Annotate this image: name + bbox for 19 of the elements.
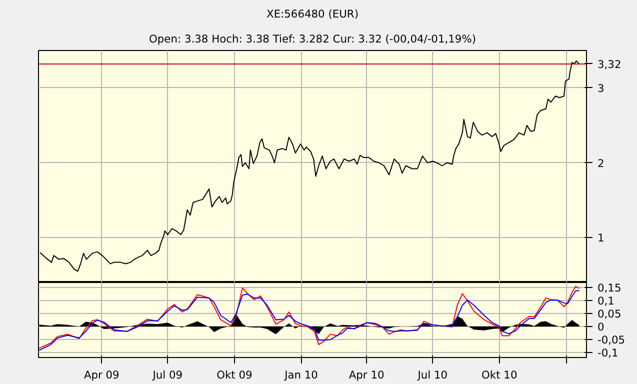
y-tick-label: 2 [598, 156, 604, 170]
y-tick-label: -0,1 [598, 346, 618, 360]
x-tick-label: Apr 09 [84, 368, 120, 382]
x-tick-label: Jul 10 [416, 368, 448, 382]
x-tick-label: Jan 10 [284, 368, 318, 382]
chart-subtitle: Open: 3.38 Hoch: 3.38 Tief: 3.282 Cur: 3.32 (-00,04/-01,19%) [149, 32, 476, 46]
y-tick-label: 1 [598, 232, 604, 245]
chart-title: XE:566480 (EUR) [266, 8, 358, 20]
x-tick-label: Jul 09 [152, 368, 183, 382]
ref-line-label: 3,32 [598, 58, 622, 71]
x-tick-label: Okt 09 [216, 368, 253, 382]
x-tick-label: Okt 10 [482, 368, 518, 382]
y-tick-label: 0,1 [598, 294, 614, 308]
y-tick-label: 0,15 [598, 282, 622, 295]
x-tick-label: Apr 10 [348, 368, 384, 382]
y-tick-label: 0 [598, 320, 604, 334]
y-tick-label: 3 [598, 82, 604, 95]
y-tick-label: -0,05 [598, 333, 626, 346]
y-tick-label: 0,05 [598, 308, 622, 321]
